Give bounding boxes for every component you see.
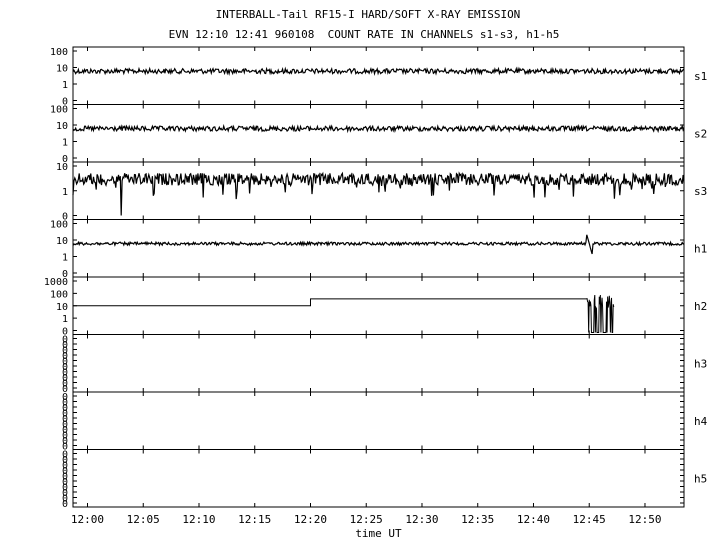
panel-frame-h3: [72, 334, 685, 393]
y-tick-label-h2: 1: [62, 314, 68, 325]
channel-label-h5: h5: [694, 472, 707, 485]
x-tick-label: 12:35: [461, 513, 494, 526]
y-tick-label-h5: 0: [62, 461, 68, 472]
y-tick-label-h3: 0: [62, 362, 68, 373]
y-tick-label-h3: 0: [62, 335, 68, 346]
y-tick-label-h5: 0: [62, 455, 68, 466]
channel-label-h3: h3: [694, 357, 707, 370]
y-tick-label-h5: 0: [62, 483, 68, 494]
y-tick-label-h3: 0: [62, 351, 68, 362]
panel-frame-h4: [72, 391, 685, 450]
x-tick-label: 12:40: [517, 513, 550, 526]
x-tick-label: 12:00: [71, 513, 104, 526]
panel-frame-s2: [72, 104, 685, 163]
y-tick-label-h3: 0: [62, 373, 68, 384]
y-tick-label-h3: 0: [62, 346, 68, 357]
y-tick-label-h5: 0: [62, 466, 68, 477]
y-tick-label-h2: 100: [50, 289, 68, 300]
y-tick-label-h4: 0: [62, 436, 68, 447]
x-tick-label: 12:15: [238, 513, 271, 526]
x-tick-label: 12:45: [573, 513, 606, 526]
x-tick-label: 12:50: [628, 513, 661, 526]
y-tick-label-s2: 1: [62, 138, 68, 149]
y-tick-label-h3: 0: [62, 384, 68, 395]
y-tick-label-h3: 0: [62, 340, 68, 351]
series-line-h2: [73, 298, 587, 307]
chart-subtitle: EVN 12:10 12:41 960108 COUNT RATE IN CHA…: [168, 28, 560, 41]
y-tick-label-h2: 0: [62, 327, 68, 338]
channel-label-h4: h4: [694, 415, 708, 428]
y-tick-label-h4: 0: [62, 425, 68, 436]
y-tick-label-s1: 0: [62, 97, 68, 108]
chart-title: INTERBALL-Tail RF15-I HARD/SOFT X-RAY EM…: [215, 8, 521, 21]
y-tick-label-h4: 0: [62, 398, 68, 409]
y-tick-label-h4: 0: [62, 442, 68, 453]
y-tick-label-h4: 0: [62, 409, 68, 420]
y-tick-label-s1: 1: [62, 80, 68, 91]
panel-frame-h5: [72, 449, 685, 508]
y-tick-label-h3: 0: [62, 357, 68, 368]
y-tick-label-h5: 0: [62, 494, 68, 505]
y-tick-label-h1: 0: [62, 269, 68, 280]
y-tick-label-h5: 0: [62, 499, 68, 510]
y-tick-label-h1: 1: [62, 253, 68, 264]
x-axis-label: time UT: [355, 527, 402, 540]
y-tick-label-s3: 1: [62, 187, 68, 198]
y-tick-label-s1: 100: [50, 47, 68, 58]
series-burst-h2: [586, 294, 615, 333]
y-tick-label-h4: 0: [62, 414, 68, 425]
y-tick-label-h5: 0: [62, 488, 68, 499]
y-tick-label-h2: 10: [56, 302, 68, 313]
channel-label-h2: h2: [694, 300, 707, 313]
y-tick-label-h5: 0: [62, 450, 68, 461]
x-tick-label: 12:30: [405, 513, 438, 526]
y-tick-label-s3: 10: [56, 162, 68, 173]
y-tick-label-h5: 0: [62, 472, 68, 483]
y-tick-label-h3: 0: [62, 379, 68, 390]
series-line-s1: [72, 66, 685, 76]
series-line-s3: [72, 171, 685, 216]
series-line-s2: [72, 123, 685, 134]
y-tick-label-h4: 0: [62, 392, 68, 403]
y-tick-label-s2: 0: [62, 154, 68, 165]
y-tick-label-h1: 10: [56, 236, 68, 247]
series-line-h1: [72, 234, 685, 255]
y-tick-label-h4: 0: [62, 420, 68, 431]
x-tick-label: 12:05: [127, 513, 160, 526]
x-tick-label: 12:20: [294, 513, 327, 526]
y-tick-label-s2: 100: [50, 105, 68, 116]
y-tick-label-h5: 0: [62, 477, 68, 488]
y-tick-label-s1: 10: [56, 64, 68, 75]
y-tick-label-h2: 1000: [44, 277, 68, 288]
x-tick-label: 12:25: [350, 513, 383, 526]
panel-frame-s1: [72, 46, 685, 105]
channel-label-s2: s2: [694, 127, 707, 140]
x-tick-label: 12:10: [182, 513, 215, 526]
y-tick-label-h4: 0: [62, 403, 68, 414]
channel-label-h1: h1: [694, 242, 707, 255]
y-tick-label-h1: 100: [50, 220, 68, 231]
y-tick-label-h4: 0: [62, 431, 68, 442]
y-tick-label-s3: 0: [62, 212, 68, 223]
channel-label-s3: s3: [694, 185, 707, 198]
y-tick-label-s2: 10: [56, 121, 68, 132]
channel-label-s1: s1: [694, 70, 707, 83]
y-tick-label-h3: 0: [62, 368, 68, 379]
